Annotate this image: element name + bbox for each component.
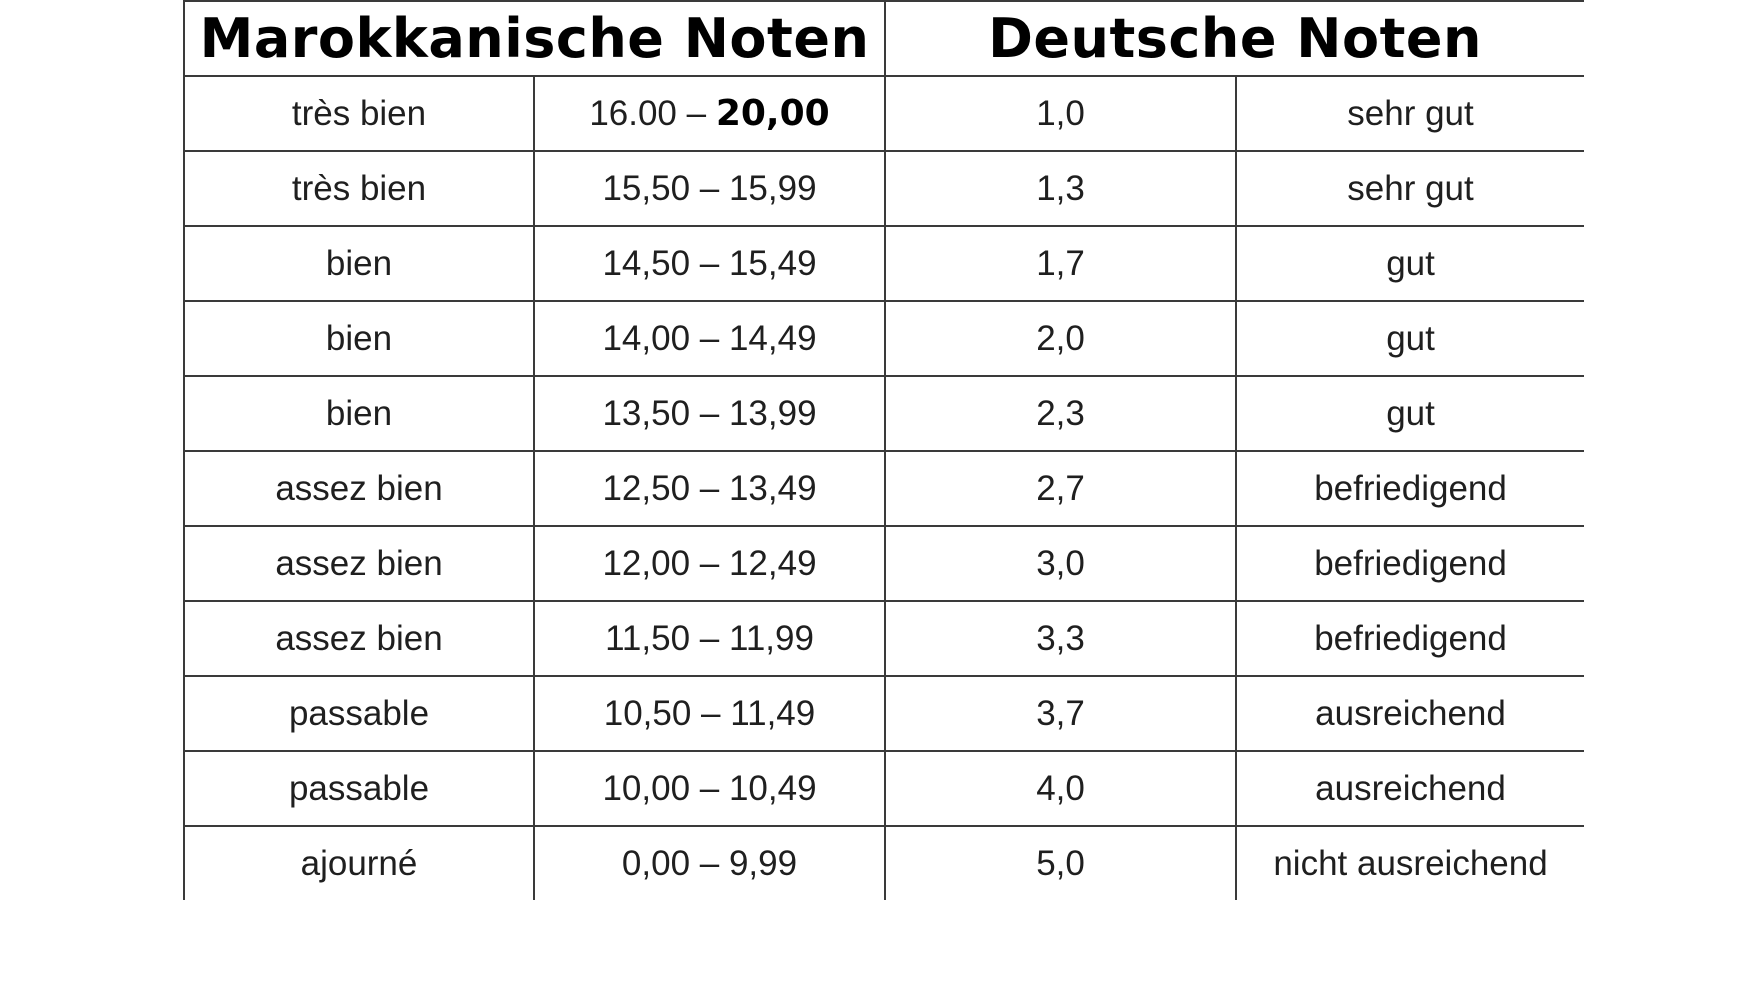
german-label-cell: sehr gut <box>1235 150 1585 227</box>
moroccan-range-cell: 13,50 – 13,99 <box>532 375 887 452</box>
moroccan-mention-cell: bien <box>183 300 535 377</box>
moroccan-range-cell: 15,50 – 15,99 <box>532 150 887 227</box>
german-label-cell: gut <box>1235 225 1585 302</box>
moroccan-mention-cell: ajourné <box>183 825 535 900</box>
moroccan-range-cell: 12,00 – 12,49 <box>532 525 887 602</box>
moroccan-range-cell: 16.00 – 20,00 <box>532 75 887 152</box>
table-row: assez bien 12,00 – 12,49 3,0 befriedigen… <box>183 525 1585 602</box>
german-label-cell: befriedigend <box>1235 450 1585 527</box>
german-label-cell: nicht ausreichend <box>1235 825 1585 900</box>
table-header-row: Marokkanische Noten Deutsche Noten <box>182 0 1585 77</box>
german-grade-cell: 1,0 <box>884 75 1238 152</box>
moroccan-mention-cell: très bien <box>183 75 535 152</box>
german-grade-cell: 4,0 <box>884 750 1238 827</box>
moroccan-range-cell: 0,00 – 9,99 <box>532 825 887 900</box>
german-label-cell: gut <box>1235 375 1585 452</box>
table-body: très bien 16.00 – 20,00 1,0 sehr gut trè… <box>183 75 1585 900</box>
table-row: bien 13,50 – 13,99 2,3 gut <box>183 375 1585 452</box>
header-german-grades: Deutsche Noten <box>884 0 1585 77</box>
german-label-cell: befriedigend <box>1235 600 1585 677</box>
german-label-cell: sehr gut <box>1235 75 1585 152</box>
german-grade-cell: 2,0 <box>884 300 1238 377</box>
table-row: passable 10,50 – 11,49 3,7 ausreichend <box>183 675 1585 752</box>
moroccan-range-cell: 14,50 – 15,49 <box>532 225 887 302</box>
table-row: bien 14,00 – 14,49 2,0 gut <box>183 300 1585 377</box>
moroccan-mention-cell: assez bien <box>183 450 535 527</box>
table-row: passable 10,00 – 10,49 4,0 ausreichend <box>183 750 1585 827</box>
german-label-cell: ausreichend <box>1235 675 1585 752</box>
german-label-cell: ausreichend <box>1235 750 1585 827</box>
german-grade-cell: 5,0 <box>884 825 1238 900</box>
german-label-cell: befriedigend <box>1235 525 1585 602</box>
german-grade-cell: 2,3 <box>884 375 1238 452</box>
grade-conversion-table: Marokkanische Noten Deutsche Noten très … <box>182 0 1585 900</box>
table-row: très bien 16.00 – 20,00 1,0 sehr gut <box>183 75 1585 152</box>
header-moroccan-grades: Marokkanische Noten <box>182 0 887 77</box>
range-overlay-text: 20,00 <box>715 93 830 134</box>
german-grade-cell: 3,3 <box>884 600 1238 677</box>
moroccan-mention-cell: bien <box>183 225 535 302</box>
german-grade-cell: 1,3 <box>884 150 1238 227</box>
moroccan-range-cell: 14,00 – 14,49 <box>532 300 887 377</box>
moroccan-mention-cell: passable <box>183 750 535 827</box>
german-grade-cell: 3,7 <box>884 675 1238 752</box>
table-row: bien 14,50 – 15,49 1,7 gut <box>183 225 1585 302</box>
german-grade-cell: 1,7 <box>884 225 1238 302</box>
moroccan-mention-cell: très bien <box>183 150 535 227</box>
moroccan-mention-cell: assez bien <box>183 525 535 602</box>
moroccan-range-cell: 12,50 – 13,49 <box>532 450 887 527</box>
moroccan-mention-cell: passable <box>183 675 535 752</box>
moroccan-mention-cell: bien <box>183 375 535 452</box>
moroccan-mention-cell: assez bien <box>183 600 535 677</box>
moroccan-range-cell: 11,50 – 11,99 <box>532 600 887 677</box>
table-row: très bien 15,50 – 15,99 1,3 sehr gut <box>183 150 1585 227</box>
german-label-cell: gut <box>1235 300 1585 377</box>
range-text: 16.00 – <box>589 94 716 133</box>
moroccan-range-cell: 10,00 – 10,49 <box>532 750 887 827</box>
german-grade-cell: 3,0 <box>884 525 1238 602</box>
table-row: assez bien 11,50 – 11,99 3,3 befriedigen… <box>183 600 1585 677</box>
german-grade-cell: 2,7 <box>884 450 1238 527</box>
table-row: ajourné 0,00 – 9,99 5,0 nicht ausreichen… <box>183 825 1585 900</box>
table-row: assez bien 12,50 – 13,49 2,7 befriedigen… <box>183 450 1585 527</box>
moroccan-range-cell: 10,50 – 11,49 <box>532 675 887 752</box>
